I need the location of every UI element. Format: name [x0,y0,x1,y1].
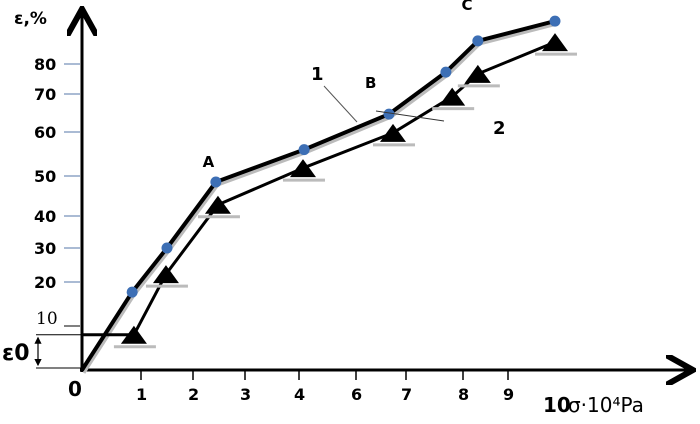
series-2-leader [375,110,445,122]
origin-label: 0 [68,377,82,401]
epsilon0-marker: ε0 [2,334,82,369]
series-1-label: 1 [311,64,324,85]
y-tick-label: 80 [34,55,56,74]
y-tick-label: 40 [34,207,56,226]
data-point [204,195,231,214]
data-point [542,33,568,52]
x-tick-label: 6 [351,385,362,404]
y-tick-label: 10 [36,309,58,329]
epsilon0-label: ε0 [2,341,30,366]
data-point [298,144,310,156]
series-2 [82,33,577,349]
x-axis-label: σ·10⁴Pa [568,393,644,417]
y-tick-label: 70 [34,85,56,104]
annotation-C: C [462,0,473,14]
annotation-A: A [203,153,215,171]
data-point [439,87,466,106]
data-point [464,64,491,83]
data-point [383,108,395,120]
series-leaders: 1 2 [311,64,506,139]
x-tick-label: 3 [240,385,251,404]
annotation-B: B [365,74,376,92]
x-tick-label: 2 [188,385,199,404]
data-point [152,265,179,284]
x-tick-label: 4 [294,385,305,404]
data-point [289,159,316,178]
data-point [210,176,222,188]
y-tick-label: 50 [34,167,56,186]
x-tick-label: 10 [543,393,571,417]
data-point [120,325,147,344]
y-tick-label: 20 [34,273,56,292]
data-point [440,66,452,78]
x-tick-label: 1 [136,385,147,404]
series-1 [80,15,561,374]
series-1-leader [323,85,358,123]
data-point [549,15,561,27]
data-point [126,286,138,298]
y-tick-label: 60 [34,123,56,142]
y-axis-label: ε,% [14,9,47,29]
data-point [161,242,173,254]
x-tick-label: 7 [401,385,412,404]
data-point [472,35,484,47]
data-point [380,123,406,142]
series-2-label: 2 [493,118,506,139]
y-tick-label: 30 [34,239,56,258]
x-tick-label: 8 [458,385,469,404]
x-tick-label: 9 [503,385,514,404]
x-axis-label-group: σ·10⁴Pa [568,393,644,417]
axes [80,12,690,372]
